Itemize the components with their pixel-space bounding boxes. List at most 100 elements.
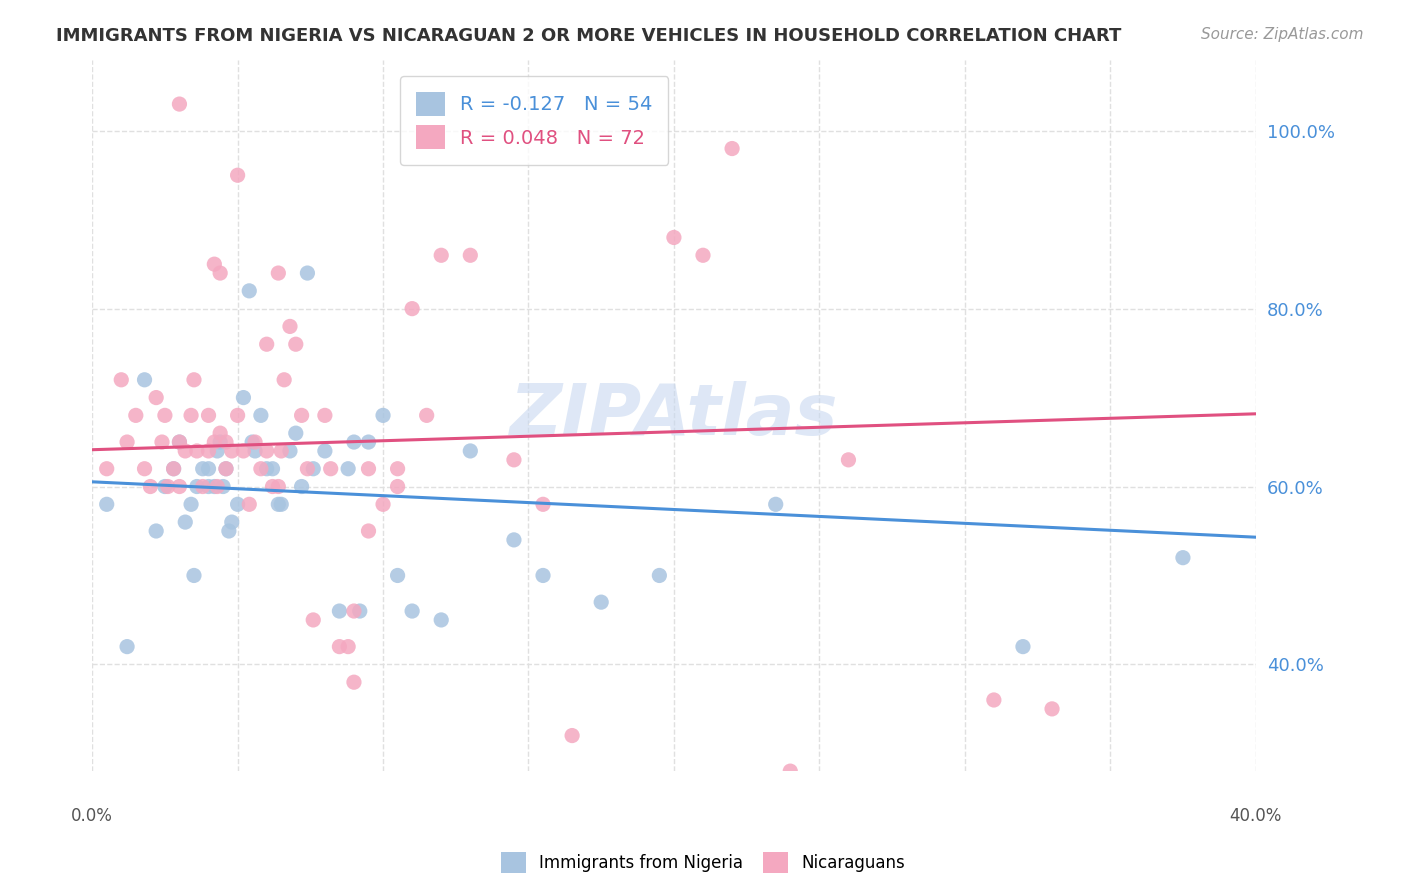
- Point: [221, 515, 243, 529]
- Point: [401, 301, 423, 316]
- Point: [371, 497, 394, 511]
- Point: [207, 444, 229, 458]
- Text: 40.0%: 40.0%: [1229, 806, 1282, 825]
- Point: [273, 373, 295, 387]
- Point: [270, 497, 292, 511]
- Point: [180, 497, 202, 511]
- Point: [267, 479, 290, 493]
- Point: [180, 409, 202, 423]
- Point: [349, 604, 371, 618]
- Point: [343, 604, 366, 618]
- Point: [243, 435, 266, 450]
- Point: [278, 319, 301, 334]
- Point: [262, 461, 284, 475]
- Point: [430, 248, 453, 262]
- Point: [262, 479, 284, 493]
- Point: [243, 444, 266, 458]
- Point: [221, 444, 243, 458]
- Legend: Immigrants from Nigeria, Nicaraguans: Immigrants from Nigeria, Nicaraguans: [494, 846, 912, 880]
- Point: [284, 426, 307, 441]
- Point: [387, 461, 409, 475]
- Point: [662, 230, 685, 244]
- Point: [458, 248, 481, 262]
- Point: [401, 604, 423, 618]
- Point: [302, 613, 325, 627]
- Point: [328, 640, 350, 654]
- Point: [983, 693, 1005, 707]
- Point: [256, 337, 278, 351]
- Point: [202, 435, 225, 450]
- Point: [256, 444, 278, 458]
- Point: [503, 453, 526, 467]
- Point: [202, 479, 225, 493]
- Point: [319, 461, 342, 475]
- Point: [779, 764, 801, 779]
- Point: [648, 568, 671, 582]
- Text: Source: ZipAtlas.com: Source: ZipAtlas.com: [1201, 27, 1364, 42]
- Point: [278, 444, 301, 458]
- Point: [197, 409, 219, 423]
- Point: [150, 435, 173, 450]
- Point: [531, 497, 554, 511]
- Point: [191, 479, 214, 493]
- Point: [186, 444, 208, 458]
- Point: [561, 729, 583, 743]
- Point: [183, 373, 205, 387]
- Point: [357, 461, 380, 475]
- Point: [1040, 702, 1063, 716]
- Point: [302, 461, 325, 475]
- Point: [183, 568, 205, 582]
- Point: [291, 479, 314, 493]
- Point: [415, 409, 437, 423]
- Point: [215, 461, 238, 475]
- Point: [328, 604, 350, 618]
- Point: [197, 479, 219, 493]
- Point: [186, 479, 208, 493]
- Point: [169, 479, 191, 493]
- Point: [267, 497, 290, 511]
- Point: [153, 409, 176, 423]
- Point: [215, 435, 238, 450]
- Text: ZIPAtlas: ZIPAtlas: [509, 381, 838, 450]
- Point: [110, 373, 132, 387]
- Point: [169, 435, 191, 450]
- Point: [314, 409, 336, 423]
- Point: [197, 444, 219, 458]
- Text: IMMIGRANTS FROM NIGERIA VS NICARAGUAN 2 OR MORE VEHICLES IN HOUSEHOLD CORRELATIO: IMMIGRANTS FROM NIGERIA VS NICARAGUAN 2 …: [56, 27, 1122, 45]
- Point: [503, 533, 526, 547]
- Point: [169, 97, 191, 112]
- Point: [96, 461, 118, 475]
- Point: [337, 640, 360, 654]
- Point: [284, 337, 307, 351]
- Point: [240, 435, 263, 450]
- Point: [267, 266, 290, 280]
- Point: [297, 266, 319, 280]
- Point: [134, 373, 156, 387]
- Point: [371, 409, 394, 423]
- Point: [218, 524, 240, 538]
- Point: [226, 168, 249, 182]
- Text: 0.0%: 0.0%: [72, 806, 112, 825]
- Point: [297, 461, 319, 475]
- Point: [191, 461, 214, 475]
- Point: [1171, 550, 1194, 565]
- Point: [256, 461, 278, 475]
- Point: [169, 435, 191, 450]
- Point: [232, 391, 254, 405]
- Point: [145, 391, 167, 405]
- Point: [215, 461, 238, 475]
- Point: [174, 444, 197, 458]
- Point: [115, 640, 138, 654]
- Point: [1012, 640, 1035, 654]
- Point: [430, 613, 453, 627]
- Point: [343, 675, 366, 690]
- Point: [591, 595, 613, 609]
- Point: [134, 461, 156, 475]
- Point: [531, 568, 554, 582]
- Point: [226, 497, 249, 511]
- Point: [156, 479, 179, 493]
- Point: [96, 497, 118, 511]
- Point: [202, 257, 225, 271]
- Point: [209, 435, 232, 450]
- Point: [238, 497, 260, 511]
